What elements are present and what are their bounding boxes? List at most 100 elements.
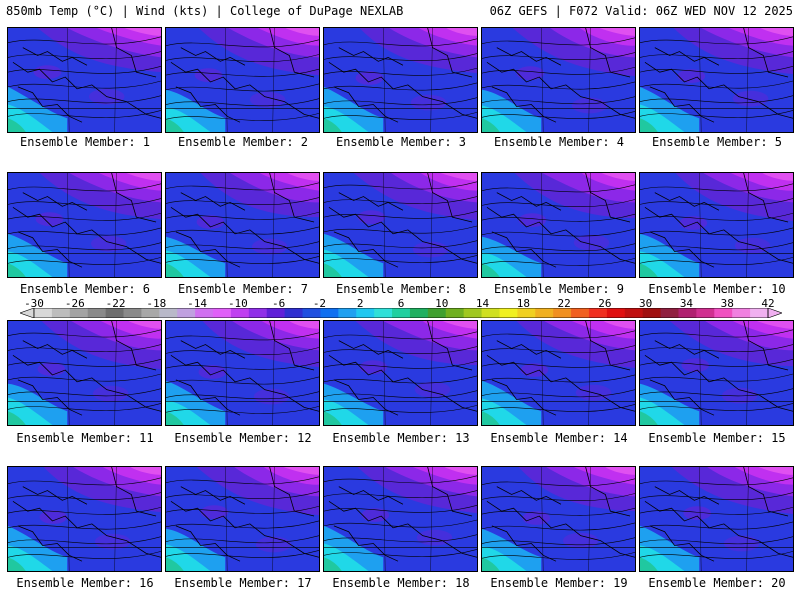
colorbar-segment xyxy=(517,308,536,318)
colorbar-tick-label: 10 xyxy=(435,297,449,310)
ensemble-member-map xyxy=(639,320,794,426)
ensemble-member-label: Ensemble Member: 8 xyxy=(335,282,467,296)
ensemble-member-map xyxy=(165,466,320,572)
ensemble-member-label: Ensemble Member: 10 xyxy=(648,282,786,296)
colorbar-tick-label: -10 xyxy=(227,297,248,310)
colorbar-segment xyxy=(571,308,590,318)
ensemble-member-label: Ensemble Member: 1 xyxy=(19,135,151,149)
colorbar-segment xyxy=(445,308,465,318)
run-valid-time: 06Z GEFS | F072 Valid: 06Z WED NOV 12 20… xyxy=(489,4,793,18)
ensemble-member-label: Ensemble Member: 3 xyxy=(335,135,467,149)
colorbar-frame xyxy=(33,308,769,318)
ensemble-member-map xyxy=(481,320,636,426)
colorbar-segment xyxy=(266,308,286,318)
colorbar-segment xyxy=(553,308,572,318)
ensemble-member-label: Ensemble Member: 7 xyxy=(177,282,309,296)
colorbar-segment xyxy=(338,308,357,318)
ensemble-member-label: Ensemble Member: 19 xyxy=(490,576,628,590)
colorbar-segment xyxy=(696,308,715,318)
colorbar-segment xyxy=(195,308,214,318)
colorbar-segment xyxy=(69,308,89,318)
ensemble-member-map xyxy=(7,27,162,133)
ensemble-member-map xyxy=(639,27,794,133)
colorbar-segment xyxy=(105,308,125,318)
ensemble-member-label: Ensemble Member: 11 xyxy=(16,431,154,445)
colorbar-segment xyxy=(463,308,483,318)
colorbar-segment xyxy=(356,308,375,318)
colorbar-segment xyxy=(535,308,554,318)
colorbar-tick-label: 14 xyxy=(475,297,490,310)
map-title: 850mb Temp (°C) | Wind (kts) | College o… xyxy=(6,4,404,18)
ensemble-member-label: Ensemble Member: 6 xyxy=(19,282,151,296)
colorbar-segment xyxy=(177,308,196,318)
ensemble-member-map xyxy=(639,466,794,572)
colorbar-tick-label: -22 xyxy=(105,297,126,310)
ensemble-member-label: Ensemble Member: 5 xyxy=(651,135,783,149)
colorbar-tick-label: -2 xyxy=(312,297,327,310)
colorbar-segment xyxy=(427,308,447,318)
colorbar-segment xyxy=(284,308,304,318)
ensemble-member-label: Ensemble Member: 13 xyxy=(332,431,470,445)
ensemble-member-map xyxy=(323,466,478,572)
ensemble-member-label: Ensemble Member: 2 xyxy=(177,135,309,149)
ensemble-member-map xyxy=(7,172,162,278)
colorbar-segment xyxy=(732,308,751,318)
colorbar-segment xyxy=(409,308,429,318)
colorbar-tick-label: -26 xyxy=(64,297,85,310)
ensemble-member-map xyxy=(7,320,162,426)
ensemble-member-map xyxy=(323,320,478,426)
colorbar-segment xyxy=(159,308,178,318)
colorbar-segment xyxy=(34,308,53,318)
colorbar-tick-label: -6 xyxy=(272,297,286,310)
colorbar-tick-label: -14 xyxy=(187,297,208,310)
colorbar-segment xyxy=(87,308,107,318)
colorbar-segment xyxy=(230,308,250,318)
ensemble-member-map xyxy=(165,27,320,133)
ensemble-member-map xyxy=(481,172,636,278)
colorbar-segment xyxy=(714,308,733,318)
colorbar-segment xyxy=(750,308,769,318)
colorbar-segment xyxy=(481,308,500,318)
colorbar-segment xyxy=(374,308,393,318)
ensemble-member-label: Ensemble Member: 15 xyxy=(648,431,786,445)
ensemble-member-map xyxy=(165,320,320,426)
colorbar-segment xyxy=(123,308,142,318)
ensemble-member-label: Ensemble Member: 16 xyxy=(16,576,154,590)
ensemble-member-map xyxy=(481,466,636,572)
colorbar-segment xyxy=(678,308,697,318)
ensemble-member-label: Ensemble Member: 20 xyxy=(648,576,786,590)
colorbar-tick-label: 34 xyxy=(679,297,694,310)
ensemble-member-label: Ensemble Member: 17 xyxy=(174,576,312,590)
ensemble-member-label: Ensemble Member: 9 xyxy=(493,282,625,296)
ensemble-member-label: Ensemble Member: 4 xyxy=(493,135,625,149)
colorbar-segment xyxy=(302,308,321,318)
ensemble-member-map xyxy=(323,172,478,278)
ensemble-member-map xyxy=(323,27,478,133)
colorbar-segment xyxy=(248,308,268,318)
colorbar-segment xyxy=(213,308,232,318)
colorbar-segment xyxy=(642,308,662,318)
colorbar-tick-label: 6 xyxy=(397,297,405,310)
colorbar-segment xyxy=(392,308,411,318)
ensemble-member-map xyxy=(7,466,162,572)
colorbar-segment xyxy=(320,308,339,318)
colorbar-segment xyxy=(606,308,626,318)
colorbar-tick-label: 38 xyxy=(720,297,734,310)
ensemble-member-label: Ensemble Member: 18 xyxy=(332,576,470,590)
ensemble-member-map xyxy=(481,27,636,133)
colorbar-segment xyxy=(141,308,160,318)
ensemble-member-map xyxy=(639,172,794,278)
colorbar-tick-label: -30 xyxy=(24,297,44,310)
ensemble-member-label: Ensemble Member: 14 xyxy=(490,431,628,445)
colorbar-tick-label: 42 xyxy=(761,297,775,310)
colorbar-tick-label: 30 xyxy=(639,297,653,310)
colorbar-segment xyxy=(660,308,679,318)
colorbar-segment xyxy=(51,308,71,318)
colorbar-tick-label: 2 xyxy=(356,297,364,310)
colorbar-tick-label: 22 xyxy=(557,297,571,310)
ensemble-member-label: Ensemble Member: 12 xyxy=(174,431,312,445)
ensemble-member-map xyxy=(165,172,320,278)
colorbar-segment xyxy=(624,308,644,318)
colorbar-segment xyxy=(588,308,608,318)
colorbar-segment xyxy=(499,308,518,318)
